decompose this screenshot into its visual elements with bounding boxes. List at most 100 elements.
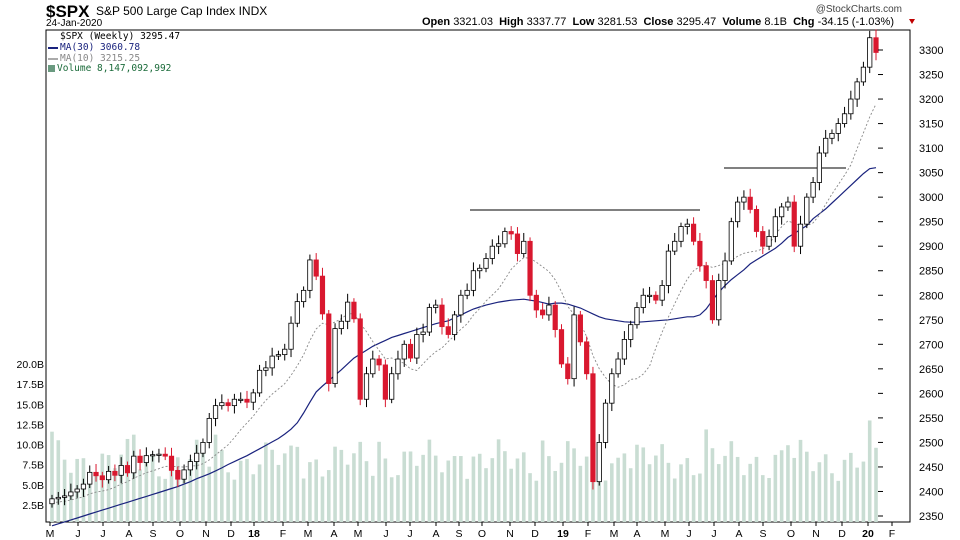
candle-body [200,442,206,454]
candle-body [294,301,300,324]
volume-bar [389,477,394,522]
candle-body [156,453,162,456]
candle-body [244,398,250,403]
time-tick-label: F [280,528,286,540]
candle-body [640,294,646,308]
candle-body [609,373,615,404]
price-tick-label: 3150 [919,119,943,131]
volume-bar [817,462,822,522]
volume-bar [352,453,356,522]
candle-body [433,304,439,308]
time-tick-label: A [633,528,640,540]
volume-bar [264,442,268,522]
candle-body [665,250,672,286]
candle-body [678,226,684,242]
time-tick-label: O [478,528,486,540]
candle-body [659,285,665,301]
volume-bar [484,468,488,522]
time-tick-label: A [432,528,439,540]
volume-bar [528,473,532,522]
volume-bar [641,447,646,522]
price-tick-label: 2550 [919,413,943,425]
price-tick-label: 2350 [919,511,943,523]
volume-bar [616,457,620,522]
volume-bar [760,475,765,522]
candle-body [162,453,168,457]
volume-bar [716,464,721,522]
candle-body [848,98,854,115]
candle-body [225,402,231,407]
candle-body [150,454,156,457]
price-tick-label: 2700 [919,339,943,351]
candle-body [345,301,351,322]
volume-bar [370,475,375,522]
legend-main-text: $SPX (Weekly) 3295.47 [60,31,181,42]
volume-bar [169,457,174,522]
candle-body [307,259,313,291]
price-tick-label: 3300 [919,45,943,57]
ohlc-summary: Open 3321.03 High 3337.77 Low 3281.53 Cl… [422,16,894,28]
candle-body [873,37,879,53]
time-tick-label: F [585,528,591,540]
volume-bar [578,465,583,522]
volume-bar [333,446,337,522]
candle-body [540,309,546,316]
candle-body [137,455,143,463]
volume-bar [207,466,212,522]
volume-bar [295,446,300,522]
volume-label: Volume [722,16,762,28]
candle-body [772,216,778,237]
volume-bar [672,478,677,522]
volume-bars [50,420,878,522]
candle-body [835,123,841,134]
time-tick-label: A [330,528,337,540]
time-tick-label: D [531,528,539,540]
volume-bar [282,453,287,522]
volume-bar [565,441,570,522]
time-tick-label: N [506,528,514,540]
price-tick-label: 3250 [919,70,943,82]
volume-bar [704,429,708,522]
candle-body [175,469,181,480]
volume-bar [647,464,652,522]
candle-body [747,196,753,210]
volume-bar [654,455,658,522]
candle-body [477,267,483,272]
candle-body [124,465,131,474]
candle-body [735,201,741,223]
volume-bar [521,452,526,522]
time-tick-label: 20 [862,528,874,540]
volume-bar [698,473,702,522]
time-tick-label: S [455,528,462,540]
volume-bar [276,464,281,522]
candle-body [363,373,370,400]
candle-body [420,331,426,335]
time-tick-label: M [610,528,619,540]
volume-bar [377,441,381,522]
volume-bar [842,459,847,522]
volume-bar [452,456,457,522]
candle-body [596,442,602,483]
candle-body [829,132,835,139]
close-label: Close [643,16,674,28]
time-tick-label: N [202,528,210,540]
price-tick-label: 3000 [919,192,943,204]
volume-tick-label: 15.0B [17,399,44,411]
candle-body [804,196,810,225]
candle-body [703,265,709,281]
volume-bar [584,456,589,522]
volume-bar [113,468,117,522]
volume-bar [245,458,249,522]
candle-body [621,339,627,360]
candle-body [672,240,678,252]
volume-bar [415,465,419,522]
time-tick-label: S [149,528,156,540]
volume-bar [238,460,243,522]
volume-bar [364,461,369,522]
time-tick-label: J [100,528,105,540]
candle-body [728,221,734,262]
volume-bar [358,441,363,522]
time-tick-label: O [787,528,795,540]
volume-bar [320,476,325,522]
